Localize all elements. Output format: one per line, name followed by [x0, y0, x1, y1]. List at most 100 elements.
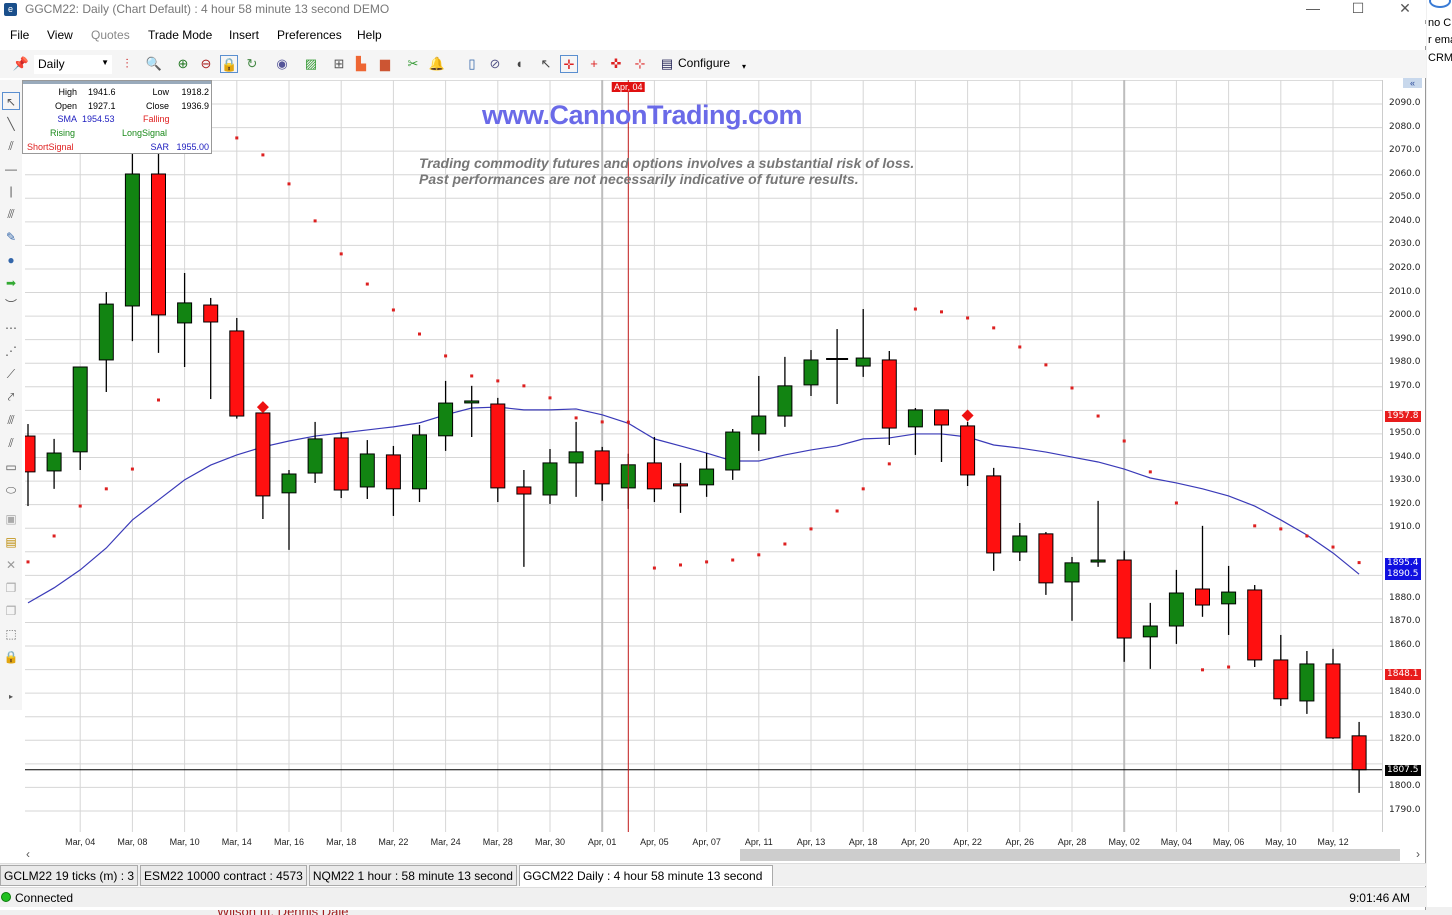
zoom-out-icon[interactable]: ⊖ — [200, 56, 212, 71]
expand-tools-icon[interactable]: ▸ — [8, 692, 13, 701]
candle-body — [934, 409, 949, 426]
menu-view[interactable]: View — [47, 28, 73, 42]
lock-icon[interactable]: 🔒 — [220, 55, 238, 73]
vertical-line-icon[interactable]: | — [9, 184, 13, 198]
x-tick-label: Mar, 16 — [273, 837, 305, 847]
rectangle-tool-icon[interactable]: ▭ — [5, 460, 17, 474]
refresh-icon[interactable]: ↻ — [246, 56, 258, 71]
volume-bars-icon[interactable]: ▆ — [380, 56, 390, 71]
sar-dot — [913, 307, 917, 311]
scroll-right-icon[interactable]: › — [1416, 847, 1420, 861]
tab-esm22[interactable]: ESM22 10000 contract : 4573 — [140, 865, 307, 886]
close-button[interactable]: ✕ — [1399, 0, 1411, 16]
arc-icon[interactable]: ︶ — [4, 298, 17, 312]
alert-bell-icon[interactable]: 🔔 — [428, 56, 446, 71]
gann-fan-icon[interactable]: ⫻ — [7, 413, 15, 427]
crosshair-icon[interactable]: + — [590, 56, 598, 71]
price-tag: 1895.4 — [1385, 557, 1421, 569]
chart-style-icon[interactable]: ▨ — [304, 56, 318, 71]
tab-gclm22[interactable]: GCLM22 19 ticks (m) : 3 — [0, 865, 139, 886]
template-icon[interactable]: ▣ — [5, 512, 17, 526]
collapse-axis-icon[interactable]: « — [1403, 78, 1422, 88]
candle-body — [385, 454, 401, 490]
sma-state: Falling — [143, 114, 170, 124]
candle-body — [1325, 663, 1341, 739]
menu-quotes[interactable]: Quotes — [91, 28, 130, 42]
sar-dot — [235, 136, 239, 140]
channel-tool-icon[interactable]: ⫽ — [8, 139, 14, 153]
lock-drawing-icon[interactable]: 🔒 — [3, 650, 19, 664]
speed-lines-icon[interactable]: ⫽ — [8, 436, 14, 450]
menu-preferences[interactable]: Preferences — [277, 28, 342, 42]
properties-icon[interactable]: ▤ — [5, 535, 17, 549]
x-tick-label: May, 12 — [1317, 837, 1349, 847]
bar-type-icon[interactable]: ⫶ — [125, 56, 129, 71]
crosshair-marker-icon[interactable]: ⊹ — [634, 56, 646, 71]
mobile-icon[interactable]: ▯ — [468, 56, 476, 71]
fibonacci-icon[interactable]: ⋯ — [5, 321, 17, 335]
disclaimer-line: Trading commodity futures and options in… — [419, 155, 915, 171]
y-tick-label: 1930.0 — [1389, 475, 1421, 486]
menu-insert[interactable]: Insert — [229, 28, 260, 42]
trendline-tool-icon[interactable]: ╲ — [7, 117, 15, 131]
clock: 9:01:46 AM — [1349, 891, 1410, 905]
y-tick-label: 2000.0 — [1389, 310, 1421, 321]
zoom-in-icon[interactable]: ⊕ — [177, 56, 189, 71]
y-tick-label: 1840.0 — [1389, 687, 1421, 698]
price-tag: 1807.5 — [1385, 764, 1421, 776]
candle-body — [907, 409, 923, 428]
fan-icon[interactable]: ⟋ — [6, 367, 16, 381]
crosshair-pointer-icon[interactable]: ✛ — [560, 55, 578, 73]
link-icon[interactable]: ⊘ — [489, 56, 501, 71]
candle-body — [464, 400, 480, 404]
price-axis[interactable]: « 1790.0 1800.0 1820.0 1830.0 1840.0 1860.0 18… — [1382, 78, 1424, 832]
bring-front-icon[interactable]: ❐ — [5, 581, 17, 595]
status-bar: Connected 9:01:46 AM — [0, 887, 1426, 907]
app-icon: e — [4, 3, 17, 16]
background-taskbar: Wilson III, Dennis Dale — [0, 907, 1452, 915]
fib-extension-icon[interactable]: ⋰ — [5, 344, 17, 358]
configure-button[interactable]: Configure — [678, 56, 731, 70]
color-bars-icon[interactable]: ▙ — [356, 56, 366, 71]
mouse-icon[interactable]: ◖ — [515, 56, 523, 71]
menu-help[interactable]: Help — [357, 28, 382, 42]
horizontal-line-icon[interactable]: — — [5, 162, 17, 176]
toolbar-overflow-icon[interactable]: ▾ — [742, 62, 747, 71]
scissors-icon[interactable]: ✂ — [407, 56, 419, 71]
maximize-button[interactable]: ☐ — [1351, 0, 1365, 16]
sar-dot — [1070, 386, 1074, 390]
menu-trade-mode[interactable]: Trade Mode — [148, 28, 213, 42]
tab-nqm22[interactable]: NQM22 1 hour : 58 minute 13 second — [308, 865, 517, 886]
pitchfork-icon[interactable]: ⤤ — [7, 390, 15, 404]
x-tick-label: Apr, 11 — [744, 837, 773, 847]
timeframe-select[interactable]: Daily ▼ — [34, 55, 112, 74]
delete-icon[interactable]: ✕ — [5, 558, 17, 572]
note-icon[interactable]: ✎ — [5, 230, 17, 244]
candle-body — [1247, 589, 1263, 661]
ellipse-tool-icon[interactable]: ⬭ — [5, 483, 17, 497]
scroll-left-icon[interactable]: ‹ — [26, 847, 30, 861]
y-tick-label: 1870.0 — [1389, 616, 1421, 627]
zoom-icon[interactable]: 🔍 — [145, 56, 163, 71]
x-tick-label: Mar, 22 — [378, 837, 409, 847]
minimize-button[interactable]: — — [1306, 0, 1320, 16]
sar-dot — [365, 282, 369, 286]
pin-icon[interactable]: 📌 — [12, 56, 30, 71]
arrow-icon[interactable]: ➡ — [5, 276, 17, 290]
pointer-icon[interactable]: ↖ — [540, 56, 552, 71]
menu-file[interactable]: File — [10, 28, 30, 42]
crosshair-date-label: Apr, 04 — [612, 82, 645, 92]
price-chart[interactable] — [25, 80, 1382, 832]
low-label: Low — [152, 87, 169, 97]
crosshair-dot-icon[interactable]: ✜ — [610, 56, 622, 71]
select-area-icon[interactable]: ⬚ — [5, 627, 17, 641]
hierarchy-icon[interactable]: ⊞ — [333, 56, 345, 71]
callout-icon[interactable]: ● — [7, 253, 15, 267]
horizontal-scrollbar[interactable]: ‹ › — [22, 847, 1424, 862]
send-back-icon[interactable]: ❐ — [5, 604, 17, 618]
scrollbar-thumb[interactable] — [740, 849, 1400, 861]
indicator-icon[interactable]: ◉ — [276, 56, 288, 71]
select-tool-icon[interactable]: ↖ — [2, 92, 20, 110]
tab-ggcm22[interactable]: GGCM22 Daily : 4 hour 58 minute 13 secon… — [518, 865, 774, 886]
parallel-lines-icon[interactable]: ⫻ — [7, 207, 15, 221]
